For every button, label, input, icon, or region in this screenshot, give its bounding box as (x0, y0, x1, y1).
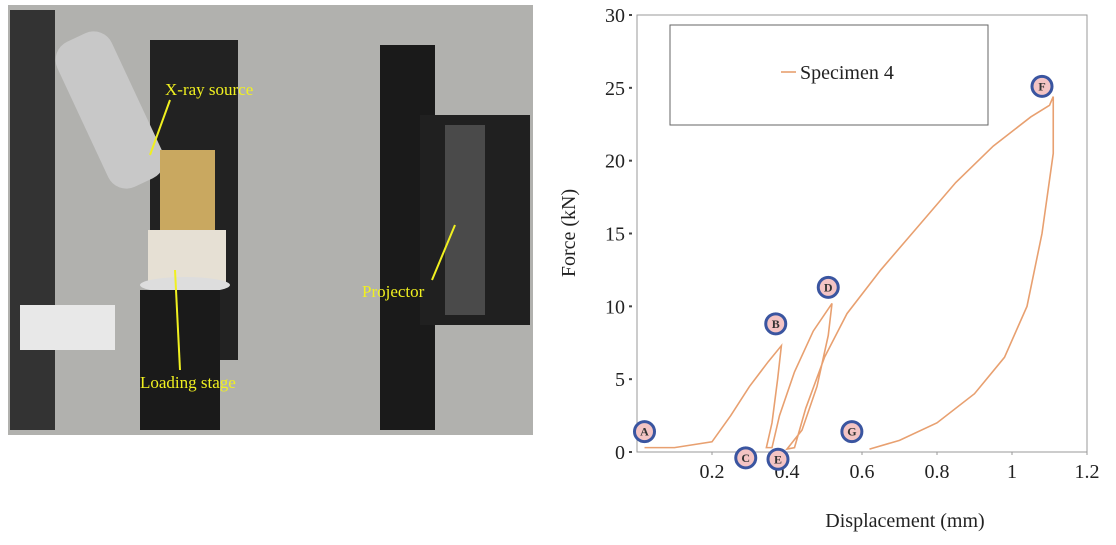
point-label: C (741, 451, 750, 465)
y-tick-label: 15 (605, 224, 625, 246)
y-axis-label: Force (kN) (558, 189, 580, 277)
x-tick-label: 0.6 (850, 461, 875, 483)
y-tick-label: 20 (605, 151, 625, 173)
x-tick-label: 0.2 (700, 461, 725, 483)
point-marker (764, 312, 788, 336)
y-tick-label: 10 (605, 296, 625, 318)
photo-arrow (174, 269, 181, 371)
photo-label: X-ray source (165, 80, 253, 99)
photo-frame (10, 10, 55, 430)
point-label: D (824, 280, 833, 294)
point-marker (840, 420, 864, 444)
photo-projector-window (445, 125, 485, 315)
point-label: F (1038, 79, 1045, 93)
photo-label: Loading stage (140, 373, 236, 392)
y-tick-label: 30 (605, 5, 625, 27)
series-line (644, 96, 1055, 451)
x-tick-label: 1.2 (1075, 461, 1100, 483)
x-tick-label: 0.8 (925, 461, 950, 483)
photo-stage (148, 230, 226, 285)
y-tick-label: 25 (605, 78, 625, 100)
photo-controller (20, 305, 115, 350)
y-tick-label: 0 (615, 442, 625, 464)
point-marker (633, 420, 656, 444)
point-label: G (847, 425, 856, 439)
photo-label: Projector (362, 282, 425, 301)
legend-box (669, 24, 989, 126)
photo-arrow (431, 224, 456, 281)
point-marker (734, 446, 758, 470)
point-label: A (640, 425, 649, 439)
photo-xray-source (55, 31, 165, 189)
photo: X-ray source Loading stage Projector (8, 5, 533, 435)
y-tick-label: 5 (615, 369, 625, 391)
photo-stage-base (140, 277, 230, 293)
point-marker (816, 275, 840, 299)
point-marker (766, 447, 790, 471)
point-label: B (772, 317, 780, 331)
point-label: E (774, 452, 782, 466)
photo-arrow (149, 99, 171, 156)
point-marker (1030, 74, 1054, 98)
legend-label: Specimen 4 (800, 62, 894, 84)
x-tick-label: 1 (1007, 461, 1017, 483)
x-axis-label: Displacement (mm) (825, 510, 984, 532)
